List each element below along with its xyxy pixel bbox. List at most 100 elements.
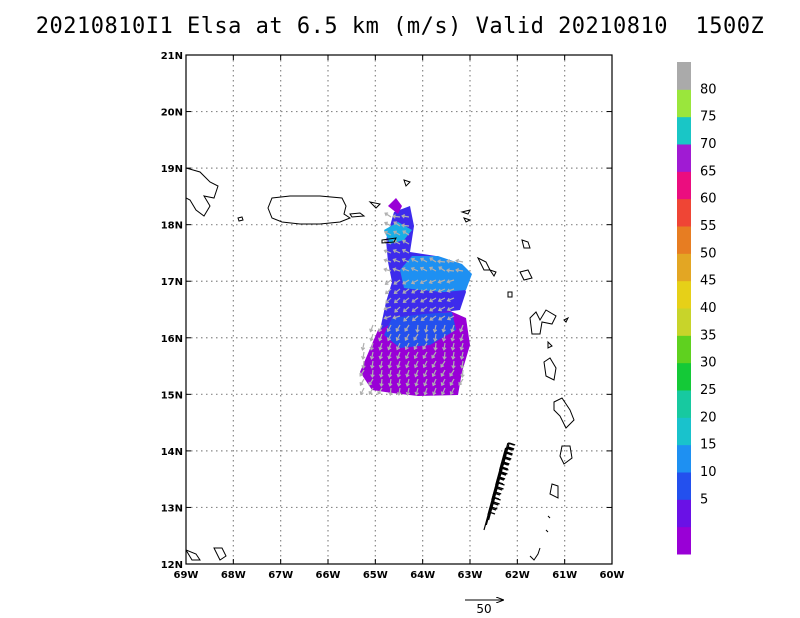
wind-vector: [450, 342, 456, 351]
colorbar-swatch: [677, 472, 691, 500]
colorbar-label: 40: [700, 301, 717, 316]
wind-vector: [402, 297, 410, 303]
wind-vector: [411, 288, 419, 294]
colorbar-swatch: [677, 198, 691, 227]
coast-martinique: [553, 397, 575, 429]
coast-st-vincent: [549, 483, 559, 499]
wind-vector: [388, 378, 393, 387]
coast-dominica: [543, 357, 557, 381]
wind-vector: [424, 333, 429, 342]
colorbar-label: 10: [700, 465, 717, 480]
wind-vector: [455, 258, 464, 264]
lon-tick-label: 67W: [268, 570, 293, 581]
colorbar-swatch: [677, 144, 691, 172]
wind-vector: [437, 279, 446, 284]
coast-mona: [237, 216, 244, 222]
colorbar-label: 25: [700, 383, 717, 398]
wind-vector: [437, 288, 446, 293]
wind-vector: [431, 369, 437, 378]
wind-vector: [422, 351, 428, 359]
wind-vector: [377, 387, 383, 395]
lon-tick-label: 61W: [552, 570, 577, 581]
lon-tick-label: 60W: [600, 570, 625, 581]
colorbar-label: 65: [700, 164, 717, 179]
wind-vector: [396, 351, 401, 360]
wind-vector: [446, 297, 455, 302]
colorbar-swatch: [677, 335, 691, 364]
wind-vector: [379, 378, 384, 387]
lon-tick-label: 65W: [363, 570, 388, 581]
wind-vector: [420, 297, 428, 303]
wind-vector: [446, 259, 455, 264]
colorbar-label: 50: [700, 246, 717, 261]
wind-vector: [393, 297, 401, 304]
wind-vector: [379, 369, 384, 378]
reference-vector: 50: [465, 600, 503, 616]
wind-vector: [392, 267, 401, 272]
lon-tick-label: 64W: [410, 570, 435, 581]
colorbar-label: 30: [700, 356, 717, 371]
colorbar-swatch: [677, 526, 691, 555]
wind-vector: [459, 342, 464, 351]
wind-vector: [383, 249, 392, 254]
wind-vector: [441, 333, 447, 342]
wind-vector: [422, 369, 428, 378]
wind-vector: [393, 230, 401, 236]
coast-vieques: [349, 212, 366, 218]
coast-st-croix: [381, 237, 397, 244]
wind-vector: [455, 268, 464, 273]
wind-vector: [420, 257, 428, 263]
wind-vector: [405, 360, 410, 369]
wind-vector: [404, 324, 410, 332]
wind-vector: [429, 266, 437, 272]
coast-st-lucia: [559, 445, 573, 465]
wind-vector: [397, 387, 402, 396]
wind-vector: [387, 360, 392, 369]
wind-vector: [449, 387, 455, 396]
colorbar-swatch: [677, 116, 691, 145]
coast-anguilla: [460, 209, 472, 223]
lat-tick-label: 18N: [161, 221, 183, 232]
wind-vector: [459, 324, 464, 333]
wind-vector: [361, 351, 366, 360]
coast-virgin-islands: [368, 179, 411, 209]
colorbar-swatch: [677, 280, 691, 309]
colorbar-label: 70: [700, 137, 717, 152]
wind-region-purple-north: [388, 198, 402, 214]
wind-vector: [401, 248, 410, 254]
wind-vector: [392, 214, 401, 219]
wind-vector: [368, 387, 374, 395]
wind-vector: [451, 360, 456, 369]
dropsonde-barb: [502, 442, 516, 466]
wind-vector: [383, 258, 392, 263]
wind-vector: [414, 378, 419, 387]
wind-vector: [419, 279, 428, 285]
lat-tick-label: 17N: [161, 277, 183, 288]
wind-vector: [429, 306, 437, 312]
colorbar-swatch: [677, 171, 691, 200]
wind-vector: [360, 342, 366, 351]
wind-vector: [437, 297, 446, 303]
lat-tick-label: 16N: [161, 334, 183, 345]
wind-vector: [405, 369, 410, 378]
wind-vector: [440, 387, 446, 396]
wind-vector: [432, 324, 438, 333]
wind-vector: [395, 333, 401, 342]
wind-vector: [402, 306, 410, 313]
wind-vector: [404, 351, 410, 360]
wind-vector: [433, 342, 438, 351]
wind-vector: [449, 378, 455, 386]
wind-vector: [410, 266, 419, 272]
colorbar-label: 60: [700, 192, 717, 207]
wind-vector: [405, 378, 410, 387]
wind-vector: [395, 324, 401, 332]
wind-vector: [388, 387, 393, 396]
wind-vector: [368, 378, 374, 386]
wind-vector: [432, 387, 437, 396]
wind-vector: [393, 279, 401, 285]
wind-vector: [396, 369, 401, 378]
wind-vector: [459, 351, 465, 360]
wind-vector: [387, 351, 392, 360]
wind-vector: [369, 333, 374, 342]
wind-vector: [359, 387, 365, 396]
